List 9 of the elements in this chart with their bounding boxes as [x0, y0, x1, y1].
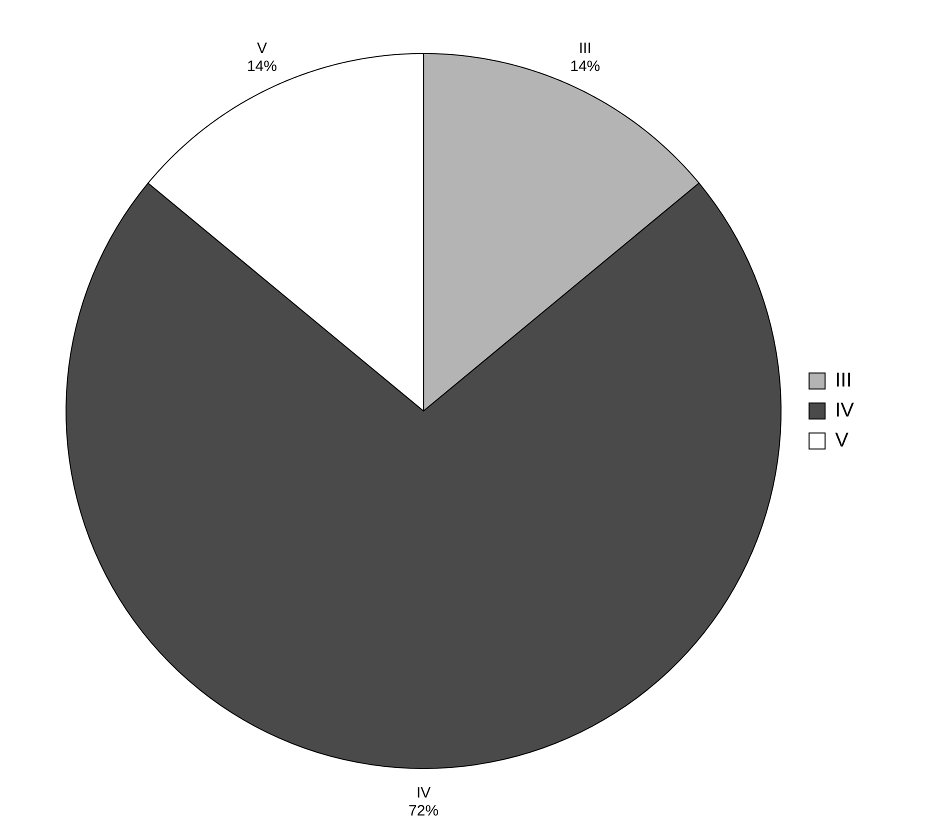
slice-label: V: [256, 40, 267, 57]
slice-label: III: [578, 40, 592, 57]
legend-label: IV: [835, 400, 855, 422]
legend-label: III: [835, 370, 852, 392]
slice-label: IV: [416, 784, 431, 802]
data-label: 14%: [570, 58, 600, 75]
data-label: 14%: [246, 58, 277, 75]
data-label: 72%: [408, 802, 439, 820]
legend-label: V: [835, 430, 850, 452]
